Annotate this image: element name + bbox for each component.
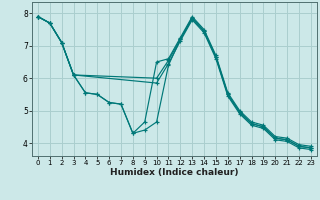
X-axis label: Humidex (Indice chaleur): Humidex (Indice chaleur) xyxy=(110,168,239,177)
